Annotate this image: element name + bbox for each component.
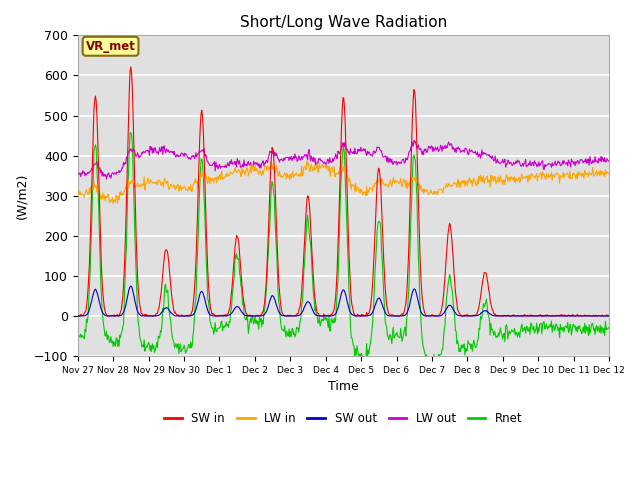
Y-axis label: (W/m2): (W/m2) <box>15 172 28 219</box>
X-axis label: Time: Time <box>328 380 359 394</box>
Text: VR_met: VR_met <box>86 40 136 53</box>
Legend: SW in, LW in, SW out, LW out, Rnet: SW in, LW in, SW out, LW out, Rnet <box>159 407 527 430</box>
Title: Short/Long Wave Radiation: Short/Long Wave Radiation <box>240 15 447 30</box>
